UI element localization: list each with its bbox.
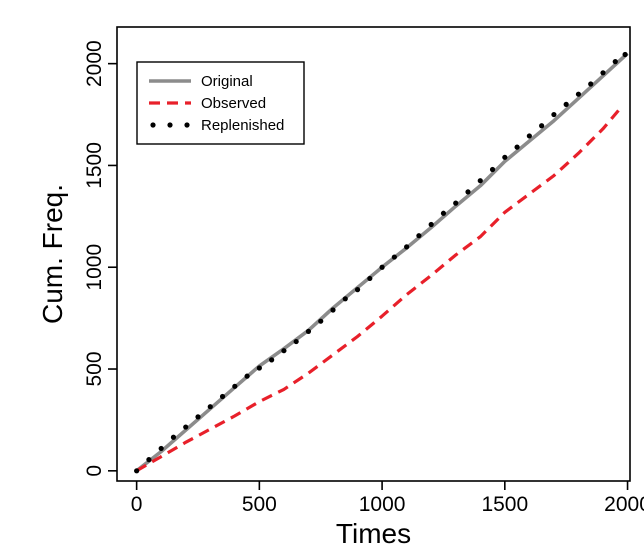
series-replenished-point [342, 296, 348, 302]
series-observed-line [135, 107, 622, 473]
series-replenished-point [158, 445, 164, 452]
series-replenished-point [330, 307, 336, 313]
series-replenished-point [600, 70, 606, 76]
series-replenished-point [477, 178, 483, 184]
y-tick-label: 500 [83, 352, 106, 387]
series-replenished-point [551, 111, 557, 118]
series-replenished-point [465, 189, 471, 195]
legend-label-replenished: Replenished [201, 117, 284, 134]
series-replenished-point [367, 275, 373, 282]
series-replenished-point [489, 166, 496, 173]
series-replenished-point [502, 154, 508, 160]
x-tick-label: 500 [242, 493, 277, 516]
series-replenished-point [219, 393, 226, 400]
series-replenished-point [588, 81, 594, 87]
series-replenished-point [146, 457, 152, 463]
y-tick-label: 2000 [83, 40, 106, 87]
y-axis-title: Cum. Freq. [37, 184, 68, 324]
x-tick-label: 0 [131, 493, 143, 516]
series-replenished-point [293, 338, 299, 345]
series-replenished-point [207, 404, 213, 410]
series-replenished-point [428, 221, 434, 228]
x-axis-title: Times [336, 518, 411, 549]
series-replenished-point [232, 383, 238, 389]
series-replenished-point [195, 414, 201, 420]
series-replenished-point [622, 51, 628, 58]
legend-box [136, 61, 305, 145]
series-replenished-point [134, 468, 140, 474]
legend-label-original: Original [201, 73, 253, 90]
series-replenished-point [269, 357, 275, 363]
series-replenished-point [244, 373, 250, 379]
series-replenished-point [354, 287, 361, 293]
series-replenished-point [539, 123, 545, 129]
series-replenished-point [281, 348, 287, 354]
series-replenished-point [256, 365, 262, 371]
legend-swatch-replenished [150, 122, 156, 128]
series-replenished-point [526, 133, 532, 139]
y-tick-label: 0 [83, 465, 106, 477]
legend-swatch-replenished [184, 122, 190, 128]
series-replenished-point [440, 210, 447, 216]
y-tick-label: 1000 [83, 244, 106, 291]
series-replenished-point [575, 91, 582, 97]
series-replenished-point [416, 233, 422, 239]
y-tick-label: 1500 [83, 142, 106, 189]
series-replenished [134, 51, 628, 474]
series-replenished-point [563, 101, 569, 107]
x-tick-label: 1500 [481, 493, 528, 516]
x-tick-label: 1000 [359, 493, 406, 516]
x-tick-label: 2000 [604, 493, 644, 516]
series-replenished-point [391, 254, 397, 260]
series-replenished-point [453, 200, 459, 206]
legend-label-observed: Observed [201, 95, 266, 112]
legend-swatch-replenished [167, 122, 173, 128]
plot-frame [116, 26, 631, 482]
series-replenished-point [318, 318, 324, 324]
series-replenished-point [612, 59, 618, 65]
legend: Original Observed Replenished [136, 61, 305, 145]
series-replenished-point [514, 144, 520, 150]
series-replenished-point [379, 264, 385, 270]
series-replenished-point [170, 434, 177, 440]
series-replenished-point [404, 244, 410, 250]
series-replenished-point [183, 424, 189, 430]
series-replenished-point [305, 328, 312, 334]
